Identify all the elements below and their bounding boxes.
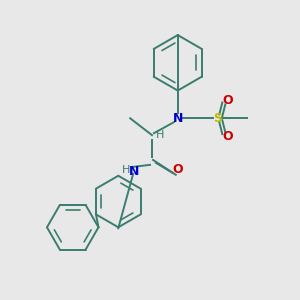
Text: O: O (172, 163, 183, 176)
Text: H: H (156, 130, 164, 140)
Text: H: H (122, 165, 130, 175)
Text: S: S (213, 112, 222, 125)
Text: O: O (222, 130, 232, 142)
Text: N: N (129, 165, 139, 178)
Text: O: O (222, 94, 232, 107)
Text: N: N (172, 112, 183, 125)
